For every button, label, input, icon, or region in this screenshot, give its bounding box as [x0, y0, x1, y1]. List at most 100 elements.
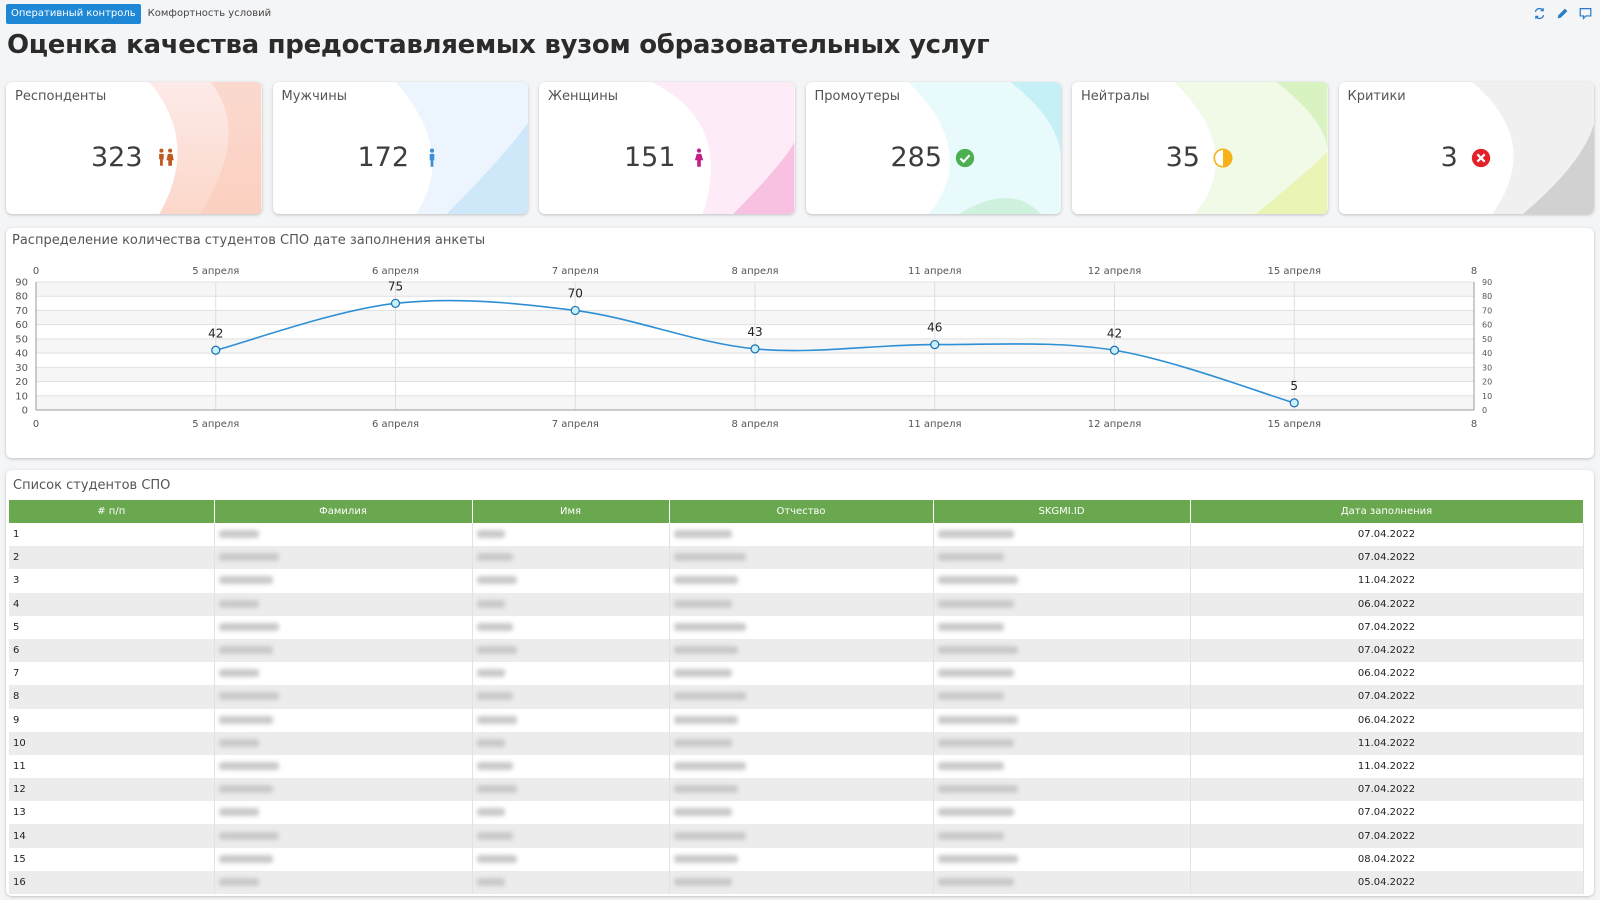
column-header[interactable]: Фамилия	[214, 500, 473, 523]
redacted-cell	[933, 546, 1191, 570]
table-row[interactable]: 5 07.04.2022	[9, 615, 1584, 639]
redacted-text	[673, 831, 746, 840]
redacted-cell	[214, 731, 473, 755]
edit-icon[interactable]	[1555, 6, 1569, 20]
table-row[interactable]: 9 06.04.2022	[9, 708, 1584, 732]
x-tick-label-top: 0	[33, 266, 39, 277]
column-header[interactable]: SKGMI.ID	[933, 500, 1191, 523]
tab-comfort-conditions[interactable]: Комфортность условий	[147, 8, 272, 19]
fill-date: 07.04.2022	[1190, 685, 1584, 709]
table-row[interactable]: 4 06.04.2022	[9, 592, 1584, 616]
kpi-card-respondents[interactable]: Респонденты 323	[6, 82, 262, 214]
table-row[interactable]: 6 07.04.2022	[9, 638, 1584, 663]
data-label: 75	[388, 279, 403, 293]
redacted-text	[937, 808, 1014, 817]
card-decoration	[907, 82, 1061, 214]
redacted-text	[476, 576, 517, 585]
redacted-text	[673, 646, 738, 655]
kpi-value: 35	[1165, 142, 1200, 173]
fill-date: 11.04.2022	[1190, 731, 1584, 755]
redacted-cell	[214, 824, 473, 848]
redacted-cell	[933, 870, 1191, 894]
table-row[interactable]: 3 11.04.2022	[9, 569, 1584, 593]
redacted-cell	[472, 615, 670, 639]
table-row[interactable]: 7 06.04.2022	[9, 662, 1584, 686]
redacted-text	[937, 738, 1014, 747]
fill-date: 06.04.2022	[1190, 708, 1584, 732]
y-tick-label: 70	[15, 306, 28, 317]
fill-date: 11.04.2022	[1190, 754, 1584, 779]
redacted-cell	[933, 592, 1191, 616]
people-icon	[155, 147, 177, 169]
x-tick-label-top: 11 апреля	[908, 266, 961, 277]
female-icon	[688, 147, 710, 169]
kpi-card-women[interactable]: Женщины 151	[539, 82, 795, 214]
data-label: 42	[1107, 326, 1122, 340]
redacted-text	[937, 622, 1004, 631]
redacted-text	[218, 808, 259, 817]
redacted-cell	[214, 546, 473, 570]
data-point	[390, 298, 401, 308]
kpi-card-men[interactable]: Мужчины 172	[272, 82, 528, 214]
redacted-cell	[214, 662, 473, 686]
x-tick-label: 11 апреля	[908, 419, 961, 430]
y-tick-label-right: 30	[1482, 363, 1492, 372]
kpi-card-critics[interactable]: Критики 3	[1338, 82, 1594, 214]
table-row[interactable]: 12 07.04.2022	[9, 778, 1584, 802]
y-tick-label: 20	[15, 377, 28, 388]
redacted-cell	[669, 754, 934, 779]
redacted-cell	[214, 615, 473, 639]
redacted-cell	[472, 685, 670, 709]
kpi-value: 285	[890, 142, 943, 173]
redacted-text	[937, 646, 1018, 655]
redacted-cell	[933, 523, 1191, 547]
redacted-cell	[214, 685, 473, 709]
redacted-cell	[472, 754, 670, 779]
data-point	[1289, 398, 1299, 408]
kpi-label: Нейтралы	[1081, 89, 1150, 104]
column-header[interactable]: Дата заполнения	[1190, 500, 1584, 523]
table-row[interactable]: 16 05.04.2022	[9, 870, 1584, 894]
table-row[interactable]: 10 11.04.2022	[9, 731, 1584, 755]
kpi-card-promoters[interactable]: Промоутеры 285	[805, 82, 1061, 214]
y-tick-label: 90	[15, 278, 28, 289]
table-row[interactable]: 13 07.04.2022	[9, 801, 1584, 825]
fill-date: 06.04.2022	[1190, 662, 1584, 686]
redacted-text	[673, 808, 732, 817]
row-number: 6	[9, 638, 215, 663]
redacted-text	[476, 622, 513, 631]
refresh-icon[interactable]	[1532, 6, 1546, 20]
data-label: 43	[747, 325, 762, 339]
redacted-cell	[933, 801, 1191, 825]
x-tick-label: 8 апреля	[731, 419, 778, 430]
redacted-cell	[214, 569, 473, 593]
students-table: # п/п Фамилия Имя Отчество SKGMI.ID Дата…	[9, 500, 1584, 894]
y-tick-label-right: 70	[1482, 306, 1492, 315]
y-tick-label-right: 80	[1482, 292, 1492, 301]
table-row[interactable]: 11 11.04.2022	[9, 754, 1584, 779]
redacted-text	[673, 761, 746, 770]
table-row[interactable]: 14 07.04.2022	[9, 824, 1584, 848]
table-row[interactable]: 15 08.04.2022	[9, 847, 1584, 871]
data-point	[930, 339, 940, 350]
x-tick-label-top: 12 апреля	[1088, 266, 1141, 277]
redacted-cell	[472, 592, 670, 616]
column-header[interactable]: Имя	[472, 500, 670, 523]
table-row[interactable]: 8 07.04.2022	[9, 685, 1584, 709]
kpi-label: Промоутеры	[814, 89, 901, 104]
column-header[interactable]: # п/п	[9, 500, 215, 523]
fill-date: 05.04.2022	[1190, 870, 1584, 894]
x-tick-label: 12 апреля	[1088, 419, 1141, 430]
toolbar	[1532, 6, 1592, 20]
redacted-text	[937, 761, 1004, 770]
table-row[interactable]: 1 07.04.2022	[9, 523, 1584, 547]
comment-icon[interactable]	[1578, 6, 1592, 20]
x-tick-label-top: 8 апреля	[731, 266, 778, 277]
kpi-cards: Респонденты 323 Мужчины 172 Женщины 151	[6, 82, 1594, 214]
kpi-card-neutrals[interactable]: Нейтралы 35	[1072, 82, 1328, 214]
y-tick-label: 60	[15, 320, 28, 331]
table-row[interactable]: 2 07.04.2022	[9, 546, 1584, 570]
tab-operational-control[interactable]: Оперативный контроль	[6, 4, 141, 24]
redacted-cell	[214, 870, 473, 894]
column-header[interactable]: Отчество	[669, 500, 934, 523]
